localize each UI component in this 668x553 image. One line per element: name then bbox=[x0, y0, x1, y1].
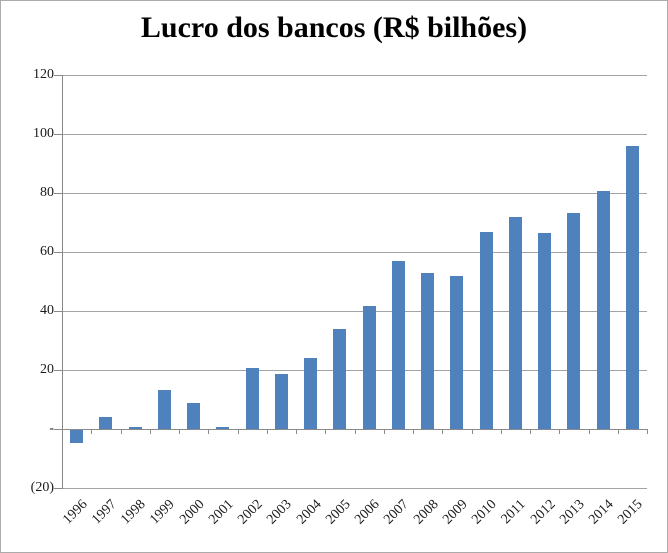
x-axis-tick bbox=[325, 429, 327, 435]
x-axis-tick bbox=[588, 429, 590, 435]
bar-2012 bbox=[538, 232, 552, 430]
bar-2011 bbox=[508, 216, 522, 430]
y-axis-label: 80 bbox=[40, 185, 54, 201]
y-axis-tick bbox=[54, 193, 62, 195]
bar-2015 bbox=[625, 146, 639, 430]
y-axis-tick bbox=[54, 429, 62, 431]
x-axis-tick bbox=[179, 429, 180, 435]
bar-2007 bbox=[391, 261, 405, 430]
x-axis-tick bbox=[413, 429, 414, 435]
bar-2001 bbox=[216, 427, 230, 430]
x-axis-tick bbox=[149, 429, 151, 435]
x-axis-tick bbox=[354, 429, 356, 435]
y-axis-label: 120 bbox=[33, 67, 54, 82]
gridline bbox=[62, 75, 647, 76]
bar-2000 bbox=[187, 402, 201, 430]
gridline bbox=[62, 311, 647, 313]
y-axis-label: 40 bbox=[40, 303, 54, 319]
bar-1998 bbox=[128, 427, 142, 430]
bar-1999 bbox=[157, 390, 171, 430]
chart-title: Lucro dos bancos (R$ bilhões) bbox=[140, 11, 528, 44]
bar-2013 bbox=[567, 213, 581, 430]
y-axis-tick bbox=[54, 370, 62, 372]
bar-2006 bbox=[362, 305, 376, 430]
bar-1997 bbox=[99, 416, 113, 430]
bar-2010 bbox=[479, 231, 493, 430]
gridline bbox=[62, 134, 647, 136]
x-axis-tick bbox=[91, 429, 93, 435]
y-axis-label: (20) bbox=[30, 480, 54, 496]
x-axis-tick bbox=[266, 429, 268, 435]
gridline bbox=[62, 370, 647, 372]
gridline bbox=[62, 193, 647, 195]
bar-2002 bbox=[245, 367, 259, 430]
x-axis-tick bbox=[442, 429, 444, 435]
y-axis-tick bbox=[54, 252, 62, 254]
x-axis-tick bbox=[617, 429, 619, 435]
x-axis-tick bbox=[208, 429, 210, 435]
x-axis-tick bbox=[559, 429, 561, 435]
x-axis-tick bbox=[471, 429, 473, 435]
y-axis-line bbox=[62, 75, 63, 489]
y-axis-tick bbox=[54, 488, 62, 490]
y-axis-tick bbox=[54, 134, 62, 136]
gridline bbox=[62, 252, 647, 254]
x-axis-tick bbox=[647, 429, 648, 435]
bar-2014 bbox=[596, 191, 610, 430]
y-axis-tick bbox=[54, 75, 62, 76]
bar-2005 bbox=[333, 329, 347, 430]
x-axis-tick bbox=[383, 429, 385, 435]
y-axis-label: - bbox=[49, 421, 54, 437]
bar-2008 bbox=[421, 273, 435, 430]
x-axis-tick bbox=[62, 429, 63, 435]
gridline bbox=[62, 488, 647, 490]
y-axis-label: 20 bbox=[40, 362, 54, 378]
y-axis-label: 60 bbox=[40, 244, 54, 260]
x-axis-tick bbox=[296, 429, 297, 435]
y-axis-label: 100 bbox=[33, 126, 54, 142]
bar-1996 bbox=[70, 429, 84, 443]
y-axis-tick bbox=[54, 311, 62, 313]
x-axis-tick bbox=[530, 429, 531, 435]
bar-2004 bbox=[304, 357, 318, 430]
x-axis-tick bbox=[237, 429, 239, 435]
x-axis-tick bbox=[120, 429, 122, 435]
bar-2003 bbox=[274, 373, 288, 430]
bar-2009 bbox=[450, 276, 464, 430]
x-axis-tick bbox=[500, 429, 502, 435]
